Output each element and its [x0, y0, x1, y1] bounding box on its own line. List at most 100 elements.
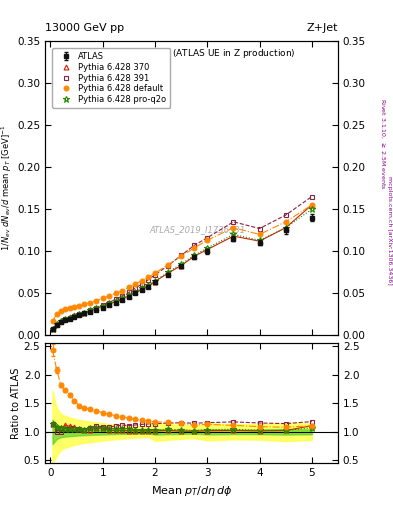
Pythia 6.428 370: [50, 326, 55, 332]
Pythia 6.428 default: [133, 281, 138, 287]
Pythia 6.428 391: [152, 272, 157, 278]
Pythia 6.428 pro-q2o: [231, 231, 236, 238]
Pythia 6.428 391: [100, 302, 105, 308]
Pythia 6.428 pro-q2o: [179, 261, 184, 267]
Pythia 6.428 370: [257, 238, 262, 244]
Pythia 6.428 370: [166, 270, 171, 276]
Pythia 6.428 default: [94, 298, 98, 304]
Pythia 6.428 default: [50, 318, 55, 324]
Pythia 6.428 391: [50, 326, 55, 332]
Pythia 6.428 default: [72, 304, 77, 310]
Pythia 6.428 391: [146, 277, 151, 283]
Pythia 6.428 pro-q2o: [87, 307, 92, 313]
Pythia 6.428 370: [107, 301, 111, 307]
Pythia 6.428 370: [59, 318, 63, 324]
Pythia 6.428 pro-q2o: [114, 298, 118, 304]
Pythia 6.428 370: [192, 253, 196, 260]
Pythia 6.428 pro-q2o: [127, 292, 131, 298]
Pythia 6.428 pro-q2o: [50, 326, 55, 332]
Pythia 6.428 default: [257, 231, 262, 238]
Pythia 6.428 default: [100, 295, 105, 302]
Pythia 6.428 391: [309, 194, 314, 200]
Pythia 6.428 default: [114, 290, 118, 296]
Pythia 6.428 pro-q2o: [152, 278, 157, 284]
Pythia 6.428 pro-q2o: [107, 301, 111, 307]
Pythia 6.428 391: [205, 234, 209, 241]
Y-axis label: $1/N_{ev}\ dN_{ev}/d\ \mathrm{mean}\ p_T\ [\mathrm{GeV}]^{-1}$: $1/N_{ev}\ dN_{ev}/d\ \mathrm{mean}\ p_T…: [0, 125, 15, 251]
Pythia 6.428 370: [146, 283, 151, 289]
Pythia 6.428 pro-q2o: [140, 285, 144, 291]
Pythia 6.428 pro-q2o: [72, 313, 77, 319]
Pythia 6.428 default: [127, 284, 131, 290]
Pythia 6.428 default: [152, 270, 157, 276]
Pythia 6.428 pro-q2o: [283, 225, 288, 231]
Pythia 6.428 default: [59, 308, 63, 314]
Pythia 6.428 default: [63, 306, 68, 312]
Pythia 6.428 391: [63, 316, 68, 323]
Pythia 6.428 370: [82, 310, 87, 316]
Pythia 6.428 pro-q2o: [100, 303, 105, 309]
Line: Pythia 6.428 pro-q2o: Pythia 6.428 pro-q2o: [50, 206, 315, 332]
Pythia 6.428 370: [94, 305, 98, 311]
Pythia 6.428 370: [114, 298, 118, 305]
Pythia 6.428 pro-q2o: [68, 314, 72, 321]
Pythia 6.428 pro-q2o: [133, 289, 138, 295]
Pythia 6.428 pro-q2o: [309, 206, 314, 212]
Y-axis label: Ratio to ATLAS: Ratio to ATLAS: [11, 368, 21, 439]
Pythia 6.428 391: [107, 300, 111, 306]
Pythia 6.428 default: [120, 288, 125, 294]
Pythia 6.428 391: [127, 289, 131, 295]
Pythia 6.428 391: [54, 322, 59, 328]
Pythia 6.428 pro-q2o: [192, 252, 196, 259]
Pythia 6.428 391: [77, 311, 81, 317]
Line: Pythia 6.428 391: Pythia 6.428 391: [50, 194, 314, 331]
Text: ATLAS_2019_I1736531: ATLAS_2019_I1736531: [149, 225, 246, 234]
Pythia 6.428 391: [82, 310, 87, 316]
Pythia 6.428 default: [87, 300, 92, 306]
Pythia 6.428 391: [72, 313, 77, 319]
Pythia 6.428 default: [82, 301, 87, 307]
Pythia 6.428 391: [59, 319, 63, 325]
Pythia 6.428 pro-q2o: [146, 282, 151, 288]
Pythia 6.428 default: [140, 278, 144, 284]
Text: Z+Jet: Z+Jet: [307, 23, 338, 33]
Pythia 6.428 default: [166, 262, 171, 268]
Pythia 6.428 default: [68, 305, 72, 311]
X-axis label: Mean $p_T/d\eta\,d\phi$: Mean $p_T/d\eta\,d\phi$: [151, 484, 232, 498]
Pythia 6.428 391: [192, 242, 196, 248]
Pythia 6.428 pro-q2o: [205, 245, 209, 251]
Pythia 6.428 370: [140, 286, 144, 292]
Pythia 6.428 pro-q2o: [54, 322, 59, 328]
Pythia 6.428 391: [68, 314, 72, 321]
Pythia 6.428 370: [231, 233, 236, 239]
Pythia 6.428 391: [133, 285, 138, 291]
Pythia 6.428 default: [231, 225, 236, 231]
Pythia 6.428 370: [152, 279, 157, 285]
Pythia 6.428 default: [192, 245, 196, 251]
Text: Scalar $\Sigma(p_T)$ (ATLAS UE in Z production): Scalar $\Sigma(p_T)$ (ATLAS UE in Z prod…: [116, 47, 296, 60]
Pythia 6.428 default: [205, 237, 209, 243]
Pythia 6.428 370: [309, 202, 314, 208]
Pythia 6.428 pro-q2o: [94, 305, 98, 311]
Pythia 6.428 370: [100, 303, 105, 309]
Pythia 6.428 391: [114, 296, 118, 302]
Line: Pythia 6.428 default: Pythia 6.428 default: [50, 203, 314, 324]
Pythia 6.428 default: [54, 311, 59, 317]
Pythia 6.428 370: [68, 314, 72, 320]
Pythia 6.428 370: [87, 308, 92, 314]
Pythia 6.428 370: [77, 311, 81, 317]
Pythia 6.428 370: [72, 312, 77, 318]
Text: mcplots.cern.ch [arXiv:1306.3436]: mcplots.cern.ch [arXiv:1306.3436]: [387, 176, 391, 285]
Pythia 6.428 default: [146, 274, 151, 281]
Pythia 6.428 391: [140, 281, 144, 287]
Text: 13000 GeV pp: 13000 GeV pp: [45, 23, 124, 33]
Pythia 6.428 default: [107, 293, 111, 299]
Pythia 6.428 pro-q2o: [59, 318, 63, 324]
Pythia 6.428 391: [94, 305, 98, 311]
Legend: ATLAS, Pythia 6.428 370, Pythia 6.428 391, Pythia 6.428 default, Pythia 6.428 pr: ATLAS, Pythia 6.428 370, Pythia 6.428 39…: [52, 48, 171, 108]
Pythia 6.428 370: [120, 296, 125, 302]
Pythia 6.428 pro-q2o: [82, 310, 87, 316]
Pythia 6.428 pro-q2o: [257, 237, 262, 243]
Pythia 6.428 370: [283, 225, 288, 231]
Pythia 6.428 391: [179, 252, 184, 259]
